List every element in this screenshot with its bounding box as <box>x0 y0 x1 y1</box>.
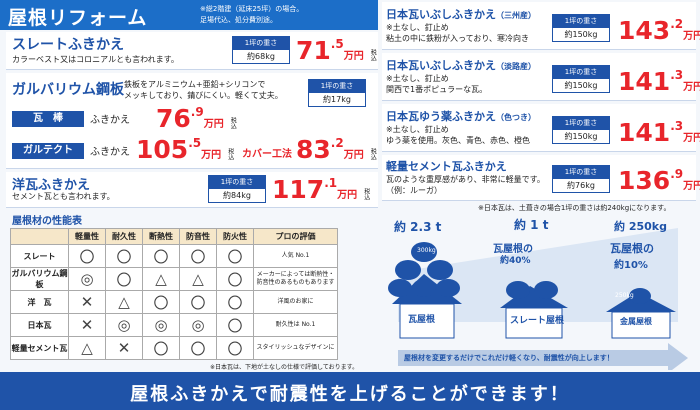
right-card-sanshu: 日本瓦いぶしふきかえ（三州産） ※土なし、釘止め 粘土の中に鉄粉が入っており、寒冷… <box>382 2 700 50</box>
galva-desc: 鉄板をアルミニウム+亜鉛+シリコンで メッキしており、錆びにくい。軽くて丈夫。 <box>124 80 283 100</box>
table-row: スレート〇〇〇〇〇人気 No.1 <box>10 244 338 268</box>
perf-header-row: 軽量性 耐久性 断熱性 防音性 防火性 プロの評価 <box>10 228 338 245</box>
slate-weight-box: 1坪の重さ 約68kg <box>232 36 290 64</box>
right-card-awaji: 日本瓦いぶしふきかえ（淡路産） ※土なし、釘止め 関西で1番ポピュラーな瓦。 1坪… <box>382 53 700 101</box>
table-row: 日本瓦 ✕ ◎ ◎ ◎ 〇耐久性は No.1 <box>10 313 338 337</box>
slate-desc: カラーベスト又はコロニアルとも言われます。 <box>12 55 179 64</box>
ratio-label-2: 瓦屋根の <box>493 244 533 255</box>
galtect-tag: ガルテクト <box>12 143 84 159</box>
table-row: ガルバリウム鋼板 ◎ 〇 △ △ 〇メーカーによっては断熱性・防音性のあるものもあります <box>10 267 338 291</box>
weight-sack-icon <box>629 288 651 304</box>
diagram-background <box>398 228 678 322</box>
galtect-price: 105.5万円 税込 <box>136 135 234 164</box>
arrow-text: 屋根材を変更するだけでこれだけ軽くなり、耐震性が向上します！ <box>404 354 614 362</box>
right-card-cement: 軽量セメント瓦ふきかえ 瓦のような重厚感があり、非常に軽量です。 （例：ルーガ） … <box>382 155 700 201</box>
price: 141.3万円税込 <box>618 118 700 147</box>
weight-label-3: 約 250kg <box>614 220 667 233</box>
galtect-label: ふきかえ <box>90 147 130 158</box>
galva-title: ガルバリウム鋼板 <box>12 82 124 98</box>
weight-sack-icon <box>395 260 421 280</box>
cover-method-price: 83.2万円 税込 <box>296 135 377 164</box>
weight-label-2: 約 1 t <box>514 218 549 232</box>
youga-title: 洋瓦ふきかえ <box>12 178 91 193</box>
house-body-2 <box>505 307 563 339</box>
weight-sack-icon <box>506 281 530 299</box>
slate-card: スレートふきかえ カラーベスト又はコロニアルとも言われます。 1坪の重さ 約68… <box>6 32 378 70</box>
sack-label: 300kg <box>417 247 436 254</box>
sack-label: 250kg <box>615 292 634 299</box>
weight-sack-icon <box>412 279 436 297</box>
youga-card: 洋瓦ふきかえ セメント瓦とも言われます。 1坪の重さ 約84kg 117.1万円… <box>6 172 378 208</box>
weight-box: 1坪の重さ 約76kg <box>552 165 610 193</box>
galva-weight-box: 1坪の重さ 約17kg <box>308 79 366 107</box>
ratio-label-3: 瓦屋根の <box>610 242 654 255</box>
house-label-2: スレート屋根 <box>510 316 565 326</box>
perf-title: 屋根材の性能表 <box>12 216 82 227</box>
kawara-bou-label: ふきかえ <box>90 115 130 126</box>
kawara-bou-tag: 瓦 棒 <box>12 111 84 127</box>
weight-box: 1坪の重さ 約150kg <box>552 65 610 93</box>
bottom-slogan: 屋根ふきかえで耐震性を上げることができます！ <box>130 384 570 405</box>
house-body-1 <box>399 303 455 339</box>
house-roof-2 <box>500 286 568 308</box>
youga-weight-box: 1坪の重さ 約84kg <box>208 175 266 203</box>
perf-table: 軽量性 耐久性 断熱性 防音性 防火性 プロの評価 スレート〇〇〇〇〇人気 No… <box>10 228 338 360</box>
weight-label-1: 約 2.3 t <box>394 220 442 234</box>
ratio-pct-2: 約40% <box>500 256 531 266</box>
house-body-3 <box>611 311 671 339</box>
kawara-bou-price: 76.9万円 税込 <box>156 104 237 133</box>
right-card-yuyaku: 日本瓦ゆう薬ふきかえ（色つき） ※土なし、釘止め ゆう薬を使用。灰色、青色、赤色、… <box>382 104 700 152</box>
header-banner: 屋根リフォーム ※総2階建（延床25坪）の場合。 足場代込、処分費別途。 <box>0 0 378 30</box>
youga-price: 117.1万円 税込 <box>272 175 370 204</box>
right-footnote: ※日本瓦は、土葺きの場合1坪の重さは約240kgになります。 <box>478 204 671 212</box>
house-label-1: 瓦屋根 <box>408 315 436 325</box>
cover-method-label: カバー工法 <box>242 149 292 160</box>
ratio-pct-3: 約10% <box>614 260 648 271</box>
galva-card: ガルバリウム鋼板 鉄板をアルミニウム+亜鉛+シリコンで メッキしており、錆びにく… <box>6 73 378 169</box>
weight-sack-icon <box>411 242 437 262</box>
weight-sack-icon <box>436 279 460 297</box>
perf-footnote: ※日本瓦は、下地が土なしの仕様で評価しております。 <box>210 364 359 371</box>
weight-sack-icon <box>388 279 412 297</box>
table-row: 軽量セメント瓦 △ ✕ 〇〇〇スタイリッシュなデザインに <box>10 336 338 360</box>
weight-box: 1坪の重さ 約150kg <box>552 14 610 42</box>
bottom-banner: 屋根ふきかえで耐震性を上げることができます！ <box>0 372 700 410</box>
weight-sack-icon <box>534 281 558 299</box>
header-note: ※総2階建（延床25坪）の場合。 足場代込、処分費別途。 <box>200 5 304 24</box>
weight-sack-icon <box>427 260 453 280</box>
price: 141.3万円税込 <box>618 67 700 96</box>
house-label-3: 金属屋根 <box>620 317 652 326</box>
youga-desc: セメント瓦とも言われます。 <box>12 192 115 201</box>
roof-weight-diagram <box>388 228 688 370</box>
page-title: 屋根リフォーム <box>8 7 148 29</box>
weight-box: 1坪の重さ 約150kg <box>552 116 610 144</box>
arrow-shape <box>398 343 688 370</box>
slate-price: 71.5万円 税込 <box>296 36 377 65</box>
table-row: 洋 瓦 ✕ △ 〇〇〇洋風のお家に <box>10 290 338 314</box>
slate-title: スレートふきかえ <box>12 37 124 53</box>
